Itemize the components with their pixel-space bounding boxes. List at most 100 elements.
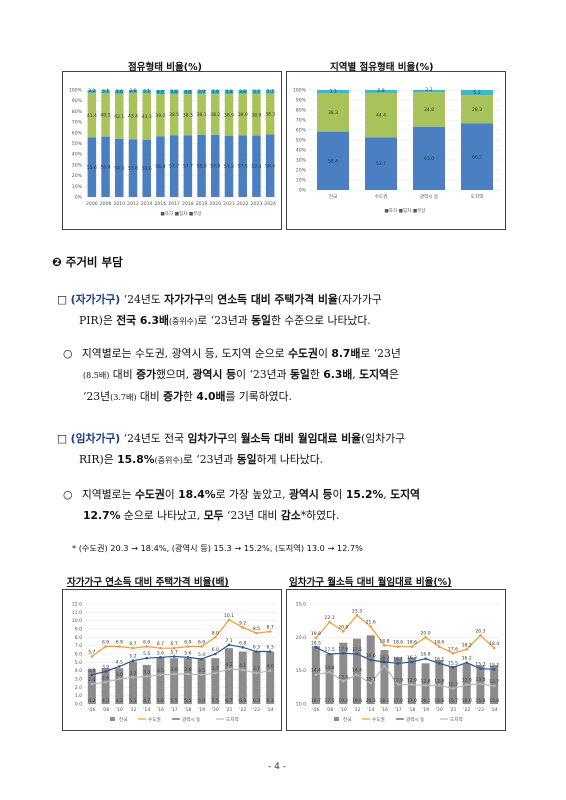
x-tick-label: '20: [212, 707, 219, 713]
y-tick-label: 8.0: [75, 635, 82, 641]
bar-전국: [353, 638, 361, 704]
data-label: 14.4: [311, 668, 321, 674]
data-label: 23.3: [352, 608, 362, 614]
data-label: 3.7: [212, 666, 219, 672]
data-label: 19.2: [338, 698, 348, 704]
data-label: 5.6: [184, 650, 191, 656]
x-tick-label: 2017: [168, 201, 180, 207]
data-label: 38.9: [238, 112, 248, 118]
owner-household-paragraph: □ (자가가구) ‘24년도 자가가구의 연소득 대비 주택가격 비율(자가가구…: [57, 289, 517, 332]
data-label: 3.7: [253, 89, 260, 95]
bar-segment-임차: [224, 94, 234, 136]
data-label: 4.0: [267, 664, 274, 670]
point-광역시 등: [465, 661, 469, 664]
data-label: 18.5: [311, 640, 321, 646]
data-label: 13.4: [338, 674, 348, 680]
data-label: 6.9: [198, 640, 205, 646]
bar-segment-무상: [169, 90, 179, 95]
bar-segment-무상: [128, 90, 138, 93]
data-label: 42.1: [114, 114, 124, 120]
point-수도권: [131, 646, 135, 650]
x-tick-label: '12: [129, 707, 136, 713]
bar-segment-무상: [365, 90, 397, 93]
text: 로 ‘23년: [360, 347, 401, 360]
text-bold: 모두: [203, 509, 224, 522]
point-도지역: [437, 684, 441, 687]
y-tick-label: 30%: [72, 162, 83, 168]
x-tick-label: 도지역: [471, 193, 484, 200]
x-tick-label: 2018: [182, 201, 194, 207]
bar-segment-임차: [115, 93, 124, 139]
text: 의: [227, 432, 241, 445]
bar-전국: [156, 657, 165, 704]
text-small: (3.7배): [110, 393, 137, 402]
x-tick-label: 2023: [251, 201, 263, 207]
point-도지역: [451, 687, 455, 690]
text: (임차가구: [361, 432, 406, 445]
data-label: 16.6: [434, 698, 444, 704]
data-label: 4.2: [88, 698, 95, 704]
bar-전국: [266, 651, 275, 704]
bar-전국: [238, 651, 247, 704]
text-bold: 동일: [236, 453, 257, 466]
data-label: 17.0: [407, 698, 417, 704]
bar-segment-임차: [101, 93, 110, 137]
text: 이: [317, 347, 332, 360]
bar-segment-무상: [224, 90, 234, 95]
x-tick-label: '24: [267, 707, 274, 713]
data-label: 14.4: [352, 668, 362, 674]
y-tick-label: 5.0: [75, 660, 82, 666]
text-bold: 18.4%: [178, 488, 216, 501]
rir-chart-frame: 10.0 15.0 20.0 25.0 18.7 '06 17.5 '08 19.2 '10 19.…: [286, 589, 506, 731]
point-도지역: [355, 673, 359, 676]
point-광역시 등: [383, 660, 386, 664]
y-tick-label: 4.0: [75, 668, 82, 674]
pir-combo-chart: 0.0 1.0 2.0 3.0 4.0 5.0 6.0 7.0 8.0 9.0 10.0 11.0 12…: [72, 602, 277, 723]
x-tick-label: '10: [340, 707, 347, 713]
y-tick-label: 15.0: [296, 668, 306, 674]
data-label: 38.3: [265, 112, 275, 118]
bar-전국: [380, 650, 389, 704]
data-label: 9.2: [239, 620, 246, 626]
bar-전국: [115, 668, 124, 704]
y-tick-label: 11.0: [72, 610, 82, 616]
point-도지역: [172, 672, 176, 676]
bar-segment-임차: [265, 93, 275, 135]
point-수도권: [255, 631, 258, 635]
data-label: 38.2: [210, 112, 220, 118]
point-수도권: [424, 636, 427, 639]
data-label: 15.2: [489, 662, 499, 668]
x-tick-label: '23: [253, 707, 260, 713]
bar-segment-임차: [128, 92, 138, 140]
occupancy-chart-frame: 0% 10% 20% 30% 40% 50% 60% 70% 80% 90% 100% 55.6 41.…: [62, 71, 282, 230]
data-label: 3.6: [116, 89, 123, 95]
data-label: 40.5: [101, 112, 111, 118]
bar-segment-자가: [128, 139, 138, 197]
text: 이 ‘23년과: [236, 368, 290, 381]
y-tick-label: 10%: [72, 184, 83, 190]
legend-swatch: [334, 717, 339, 721]
point-도지역: [479, 682, 482, 686]
data-label: 20.3: [366, 698, 376, 704]
text-bold: 증가: [136, 368, 156, 381]
bar-segment-임차: [211, 94, 220, 136]
data-label: 5.1: [129, 698, 136, 704]
bar-segment-무상: [252, 90, 261, 94]
data-label: 38.9: [224, 112, 234, 118]
data-label: 57.7: [183, 164, 193, 170]
x-tick-label: '20: [436, 707, 443, 713]
bar-전국: [339, 642, 348, 704]
x-tick-label: '06: [88, 707, 95, 713]
point-광역시 등: [424, 657, 427, 660]
data-label: 18.2: [462, 642, 472, 648]
point-수도권: [369, 625, 373, 628]
data-label: 15.7: [448, 698, 458, 704]
data-label: 18.4: [489, 641, 499, 647]
data-label: 66.5: [472, 154, 482, 160]
data-label: 57.7: [169, 164, 179, 170]
data-label: 5.5: [184, 698, 191, 704]
bar-segment-임차: [142, 93, 151, 140]
data-label: 2.9: [377, 88, 384, 94]
x-tick-label: '22: [239, 707, 246, 713]
data-label: 17.6: [338, 646, 348, 652]
